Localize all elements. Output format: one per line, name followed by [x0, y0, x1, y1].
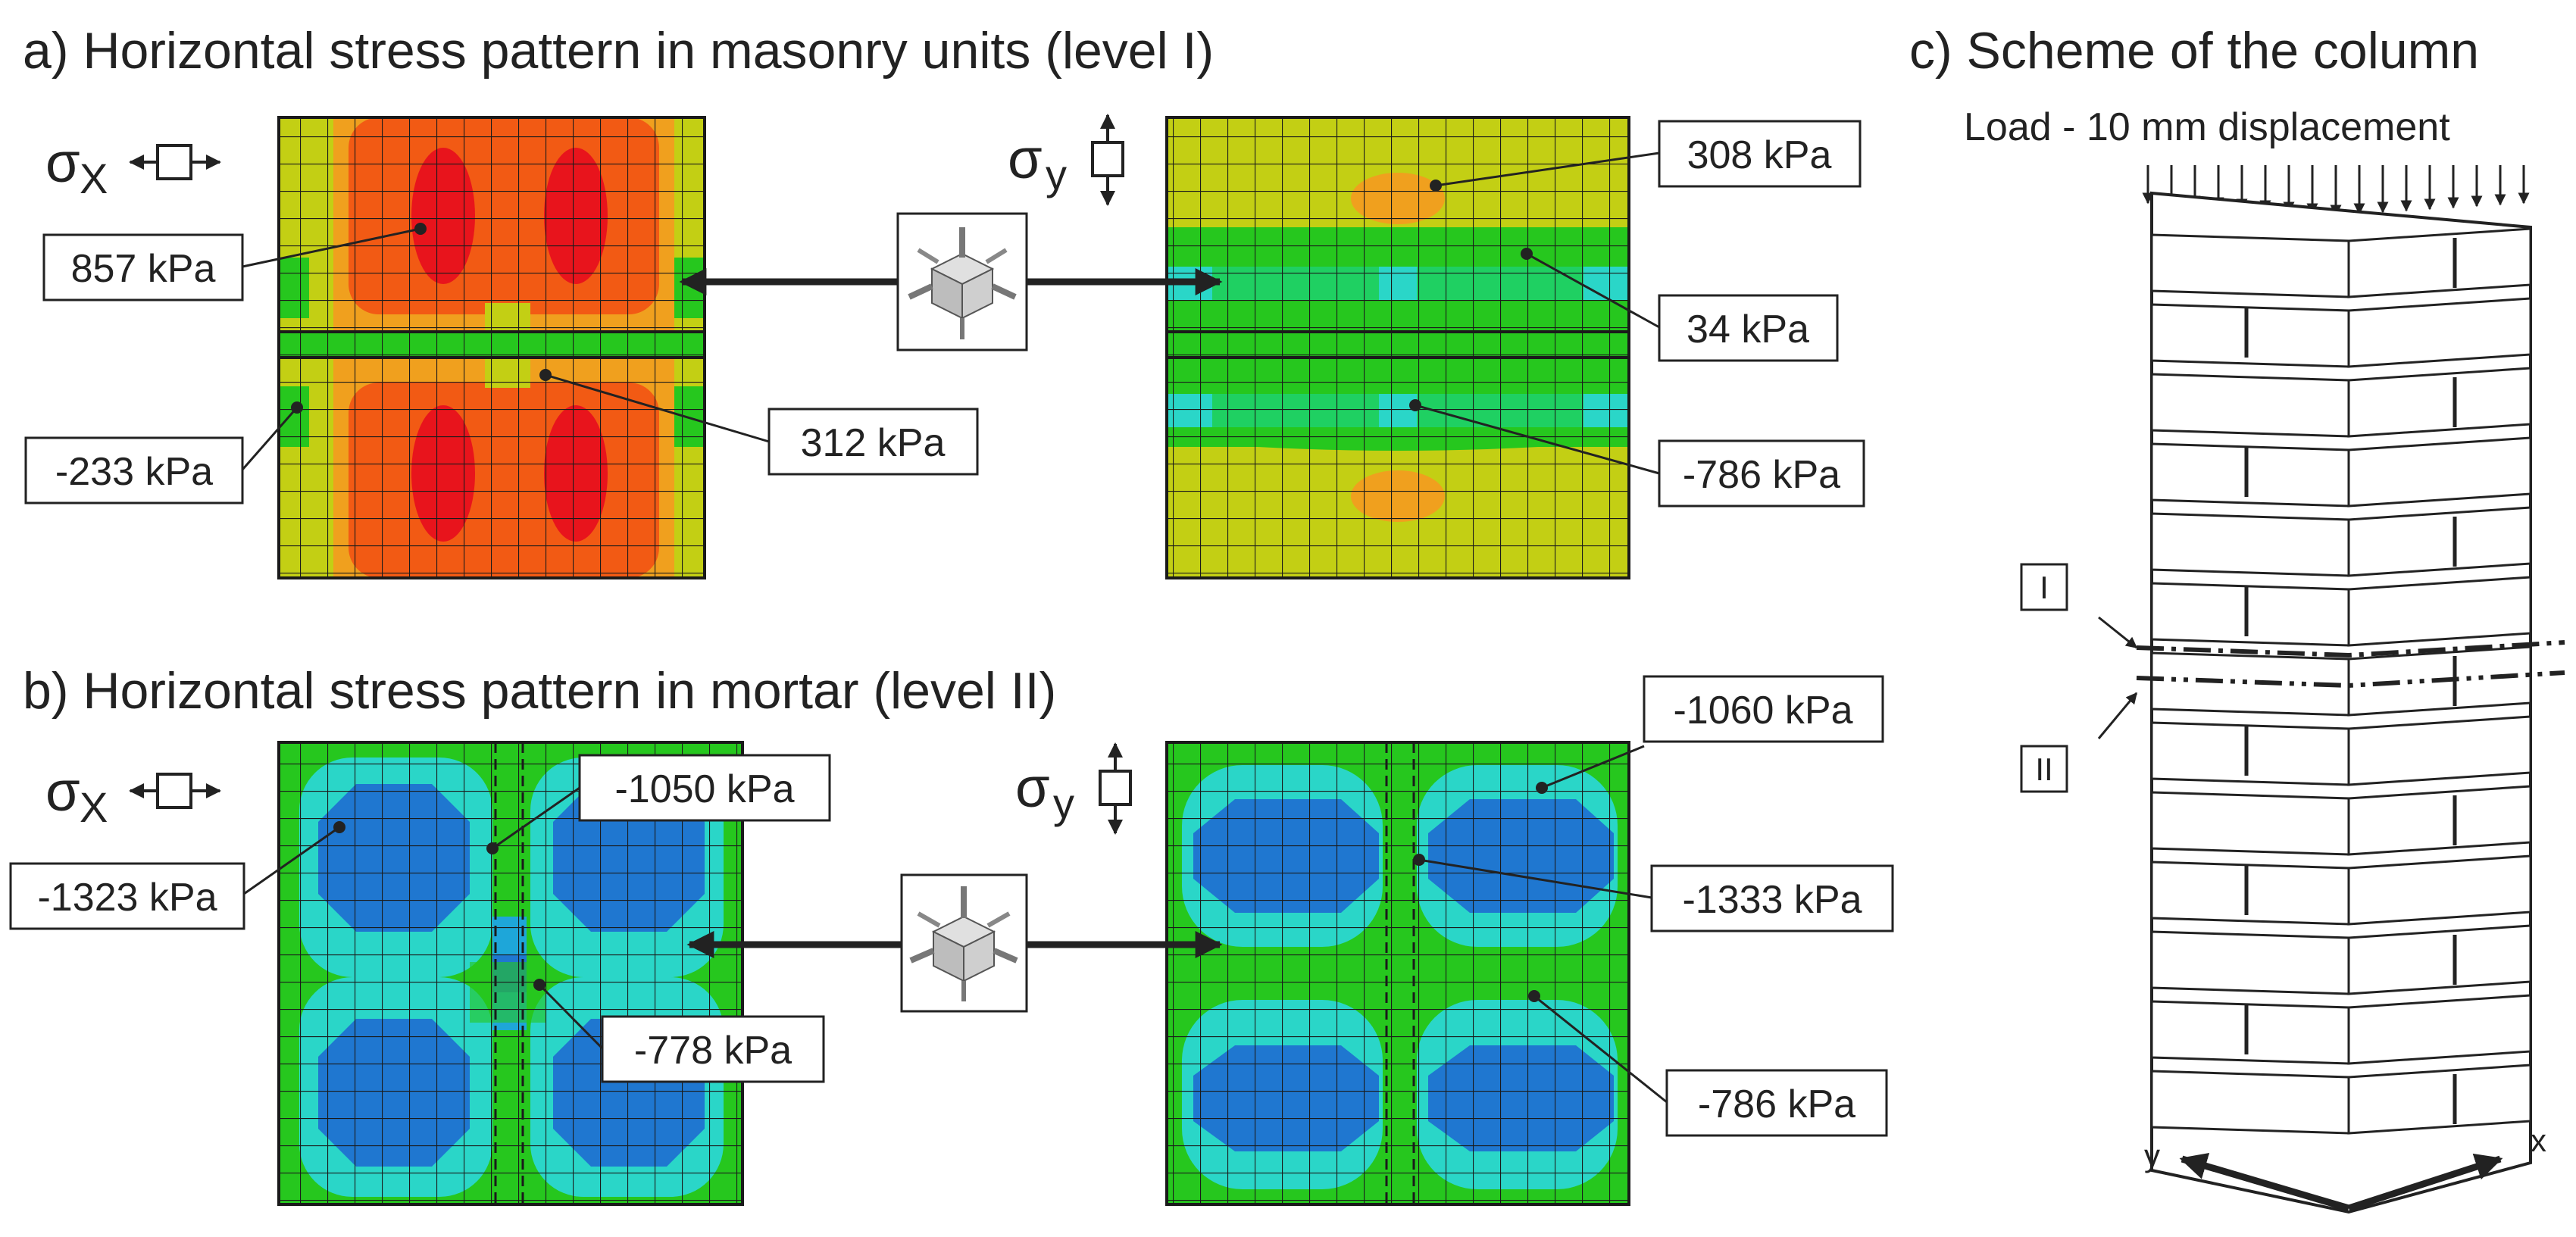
svg-text:y: y — [1053, 779, 1074, 827]
section-line-I — [2136, 640, 2565, 658]
svg-text:-778 kPa: -778 kPa — [634, 1029, 792, 1073]
callout-a-sy-low: -786 kPa — [1409, 399, 1865, 508]
section-line-II — [2136, 670, 2565, 689]
svg-text:y: y — [1046, 151, 1067, 198]
callout-a-sx-mid: 312 kPa — [539, 369, 979, 476]
svg-text:σ: σ — [45, 131, 80, 194]
brick-course — [2150, 576, 2532, 647]
axis-x-label: x — [2531, 1123, 2546, 1158]
callout-b-sy-mid: -1333 kPa — [1413, 854, 1894, 932]
svg-text:I: I — [2040, 570, 2049, 605]
sigma-y-label-a: σ y — [1008, 127, 1067, 198]
brick-course — [2150, 785, 2532, 856]
brick-course — [2150, 994, 2532, 1065]
level-II-marker: II — [2020, 692, 2138, 793]
sigma-x-label-b: σ X — [45, 760, 108, 831]
brick-course — [2150, 436, 2532, 508]
svg-text:-1333 kPa: -1333 kPa — [1682, 878, 1862, 922]
svg-text:σ: σ — [1015, 756, 1050, 819]
brick-courses — [2150, 227, 2532, 1135]
svg-text:-1323 kPa: -1323 kPa — [37, 876, 217, 920]
heading-c: c) Scheme of the column — [1909, 22, 2479, 80]
contour-a-sigma-x — [277, 116, 706, 579]
callout-a-sy-top: 308 kPa — [1430, 120, 1862, 192]
axis-y-label: y — [2144, 1138, 2160, 1173]
callout-b-sx-mid: -1050 kPa — [486, 754, 831, 854]
callout-b-sy-low: -786 kPa — [1528, 990, 1888, 1137]
heading-b: b) Horizontal stress pattern in mortar (… — [23, 662, 1056, 720]
svg-text:-1060 kPa: -1060 kPa — [1673, 689, 1852, 733]
callout-b-sx-min: -1323 kPa — [9, 821, 345, 930]
brick-course — [2150, 1064, 2532, 1135]
brick-course — [2150, 297, 2532, 368]
svg-text:-233 kPa: -233 kPa — [55, 450, 213, 494]
svg-text:X: X — [80, 783, 108, 831]
callout-a-sy-mid: 34 kPa — [1521, 248, 1839, 362]
svg-text:-786 kPa: -786 kPa — [1698, 1082, 1855, 1126]
callout-a-sx-min: -233 kPa — [24, 401, 303, 504]
svg-text:σ: σ — [1008, 127, 1043, 190]
brick-course — [2150, 367, 2532, 438]
svg-text:-1050 kPa: -1050 kPa — [614, 767, 794, 811]
svg-text:II: II — [2035, 751, 2052, 787]
sigma-y-label-b: σ y — [1015, 756, 1074, 827]
brick-course — [2150, 854, 2532, 926]
brick-course — [2150, 924, 2532, 995]
svg-text:-786 kPa: -786 kPa — [1683, 453, 1840, 497]
contour-b-sigma-y — [1165, 741, 1630, 1206]
sigma-x-label-a: σ X — [45, 131, 108, 202]
sigma-x-icon-a — [129, 144, 221, 180]
svg-text:σ: σ — [45, 760, 80, 823]
load-arrows — [2142, 165, 2530, 217]
svg-text:308 kPa: 308 kPa — [1687, 133, 1832, 177]
cube-icon-b — [686, 873, 1223, 1013]
brick-course — [2150, 715, 2532, 786]
svg-text:X: X — [80, 155, 108, 202]
sigma-y-icon-b — [1099, 742, 1132, 835]
svg-text:34 kPa: 34 kPa — [1687, 308, 1809, 351]
level-I-marker: I — [2020, 563, 2138, 649]
contour-a-sigma-y — [1165, 116, 1630, 579]
cube-icon-a — [679, 212, 1223, 351]
heading-a: a) Horizontal stress pattern in masonry … — [23, 22, 1214, 80]
axis-arrows: y x — [2144, 1123, 2546, 1212]
svg-text:312 kPa: 312 kPa — [801, 421, 946, 465]
svg-text:857 kPa: 857 kPa — [71, 247, 216, 291]
brick-course — [2150, 645, 2532, 717]
callout-b-sy-top: -1060 kPa — [1536, 675, 1884, 794]
brick-course — [2150, 506, 2532, 577]
sigma-x-icon-b — [129, 773, 221, 809]
sigma-y-icon-a — [1091, 114, 1124, 206]
callout-a-sx-max: 857 kPa — [42, 223, 427, 301]
callout-b-sx-low: -778 kPa — [533, 979, 825, 1083]
load-label: Load - 10 mm displacement — [1964, 105, 2450, 149]
brick-course — [2150, 227, 2532, 298]
